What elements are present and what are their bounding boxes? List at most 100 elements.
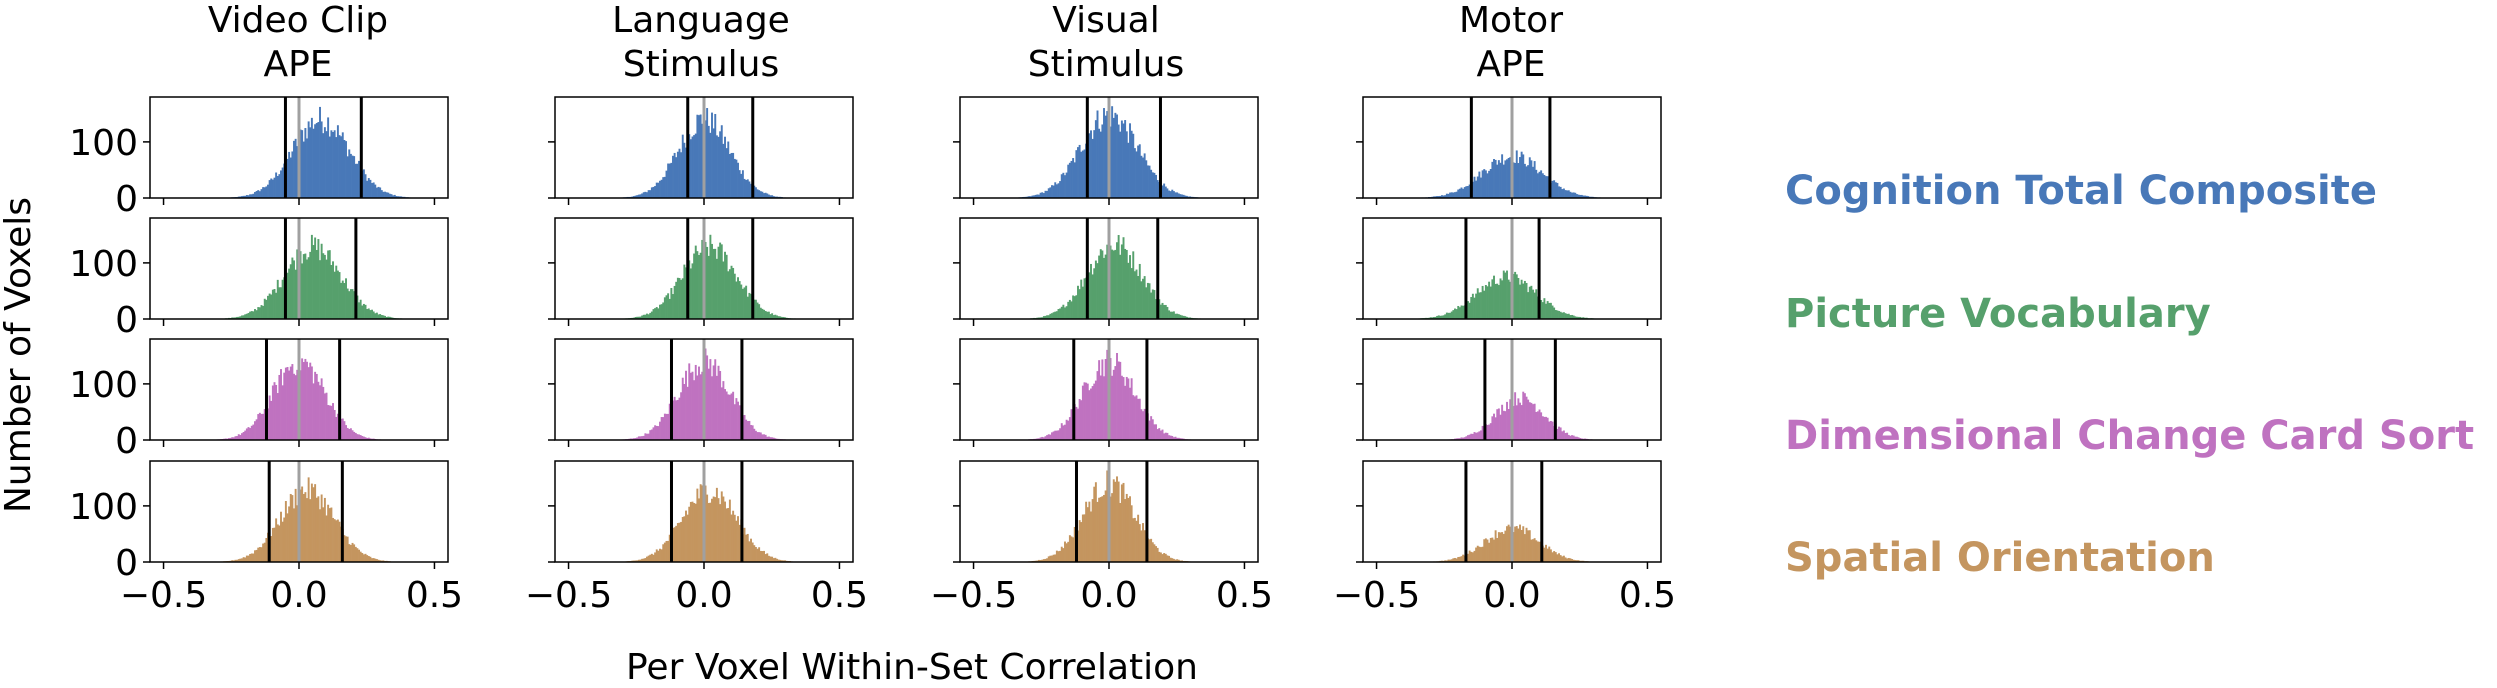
histogram-bar	[1159, 430, 1162, 440]
histogram-bar	[1169, 311, 1172, 319]
histogram-bar	[278, 287, 281, 319]
histogram-bar	[1060, 306, 1063, 319]
histogram-bar	[1444, 560, 1447, 562]
histogram-bar	[1514, 526, 1517, 562]
histogram-bar	[668, 403, 671, 440]
histogram-bar	[1481, 285, 1484, 319]
histogram-bar	[1515, 274, 1518, 319]
histogram-bar	[1189, 317, 1192, 319]
histogram-bar	[1449, 559, 1452, 562]
histogram-bar	[241, 433, 243, 440]
histogram-bar	[1052, 431, 1055, 440]
histogram-bar	[696, 251, 699, 319]
histogram-bar	[681, 278, 684, 319]
histogram-bar	[1101, 250, 1104, 319]
histogram-bar	[1489, 423, 1492, 440]
histogram-bar	[263, 409, 266, 440]
histogram-bar	[1077, 285, 1079, 319]
histogram-bar	[320, 121, 323, 198]
histogram-bar	[774, 314, 777, 319]
histogram-bar	[1119, 131, 1122, 198]
histogram-bar	[654, 186, 657, 198]
histogram-bar	[722, 261, 725, 319]
histogram-bar	[273, 289, 276, 319]
panel-r3-c3	[953, 338, 1259, 447]
histogram-bar	[1067, 420, 1070, 440]
histogram-bar	[694, 133, 697, 198]
histogram-bar	[1567, 190, 1570, 198]
histogram-bar	[1168, 190, 1170, 198]
histogram-bar	[1460, 437, 1463, 440]
histogram-bar	[673, 152, 676, 198]
column-title-2-line2: Stimulus	[623, 44, 779, 85]
histogram-bar	[1553, 180, 1556, 198]
histogram-bar	[1483, 169, 1486, 198]
histogram-bar	[1171, 189, 1174, 198]
histogram-bar	[1075, 150, 1078, 198]
histogram-bar	[1541, 173, 1544, 198]
histogram-bar	[312, 245, 315, 319]
histogram-bar	[241, 558, 243, 562]
histogram-bar	[320, 494, 323, 562]
histogram-bar	[1497, 408, 1500, 440]
histogram-bar	[691, 136, 694, 198]
histogram-bar	[1473, 297, 1476, 319]
histogram-bar	[346, 288, 349, 319]
histogram-bar	[349, 428, 352, 440]
histogram-bar	[717, 136, 720, 198]
histogram-bar	[1489, 286, 1492, 319]
histogram-bars	[618, 108, 790, 198]
histogram-bar	[1499, 414, 1502, 440]
histogram-bar	[698, 366, 700, 440]
histogram-bar	[231, 560, 234, 562]
histogram-bar	[294, 375, 297, 440]
histogram-bar	[1519, 284, 1521, 319]
histogram-bar	[1546, 301, 1549, 319]
column-title-1-line2: APE	[263, 44, 332, 85]
histogram-bar	[1127, 378, 1130, 440]
histogram-bar	[1090, 511, 1092, 562]
histogram-bar	[685, 147, 687, 198]
histogram-bar	[1575, 194, 1578, 198]
histogram-bar	[750, 538, 752, 562]
histogram-bar	[1452, 558, 1455, 562]
histogram-bar	[239, 196, 242, 198]
histogram-bar	[647, 190, 650, 198]
histogram-bar	[1523, 393, 1526, 440]
histogram-bar	[673, 527, 676, 562]
histogram-bar	[724, 501, 726, 562]
histogram-bar	[307, 367, 310, 440]
histogram-bar	[1064, 175, 1066, 198]
histogram-bar	[1189, 196, 1192, 198]
histogram-bar	[1520, 151, 1523, 198]
histogram-bar	[1093, 268, 1096, 319]
histogram-bar	[706, 494, 709, 562]
histogram-bar	[672, 527, 674, 562]
histogram-bar	[724, 389, 726, 440]
histogram-bar	[1541, 416, 1544, 440]
histogram-bar	[733, 158, 736, 198]
histogram-bar	[348, 544, 351, 562]
histogram-bar	[393, 194, 396, 198]
histogram-bar	[764, 434, 767, 440]
histogram-bar	[1060, 423, 1063, 440]
histogram-bar	[1502, 533, 1505, 562]
histogram-bar	[769, 195, 772, 198]
histogram-bars	[1025, 235, 1205, 319]
histogram-bar	[354, 163, 357, 198]
histogram-bar	[746, 296, 749, 319]
histogram-bar	[1515, 150, 1518, 198]
histogram-bar	[737, 277, 739, 319]
histogram-bar	[289, 493, 292, 562]
histogram-bar	[1129, 496, 1131, 562]
panel-r2-c3	[953, 217, 1259, 326]
histogram-bar	[655, 307, 658, 319]
histogram-bar	[1153, 544, 1156, 562]
histogram-bar	[314, 371, 317, 440]
histogram-bar	[1127, 497, 1130, 562]
histogram-bar	[1491, 161, 1494, 198]
histogram-bar	[372, 558, 375, 562]
histogram-bar	[1075, 295, 1078, 319]
legend: Cognition Total Composite Picture Vocabu…	[1785, 168, 2474, 581]
histogram-bar	[398, 196, 401, 198]
